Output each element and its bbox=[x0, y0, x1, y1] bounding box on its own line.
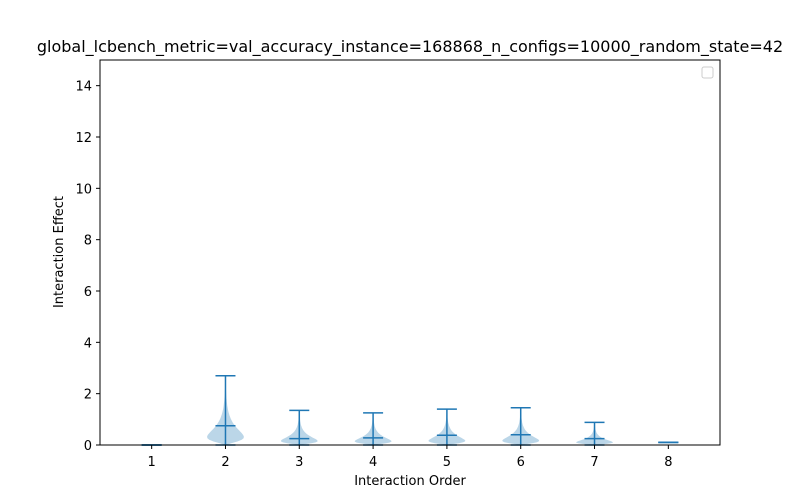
y-axis-label: Interaction Effect bbox=[52, 196, 67, 308]
x-tick-label-5: 5 bbox=[443, 455, 451, 470]
y-tick-label-2: 2 bbox=[84, 388, 92, 403]
x-tick-label-6: 6 bbox=[517, 455, 525, 470]
y-tick-label-4: 4 bbox=[84, 336, 92, 351]
x-tick-label-4: 4 bbox=[369, 455, 377, 470]
x-tick-label-1: 1 bbox=[148, 455, 156, 470]
y-tick-label-10: 10 bbox=[75, 182, 92, 197]
axes-frame bbox=[99, 59, 721, 446]
y-tick-label-8: 8 bbox=[84, 234, 92, 249]
y-tick-label-14: 14 bbox=[75, 80, 92, 95]
chart-title: global_lcbench_metric=val_accuracy_insta… bbox=[37, 37, 783, 57]
y-tick-label-0: 0 bbox=[84, 439, 92, 454]
y-tick-label-12: 12 bbox=[75, 131, 92, 146]
x-tick-label-8: 8 bbox=[664, 455, 672, 470]
x-tick-label-3: 3 bbox=[295, 455, 303, 470]
x-tick-label-2: 2 bbox=[221, 455, 229, 470]
legend-box bbox=[701, 66, 714, 79]
x-axis-label: Interaction Order bbox=[354, 474, 466, 489]
x-tick-label-7: 7 bbox=[590, 455, 598, 470]
y-tick-label-6: 6 bbox=[84, 285, 92, 300]
